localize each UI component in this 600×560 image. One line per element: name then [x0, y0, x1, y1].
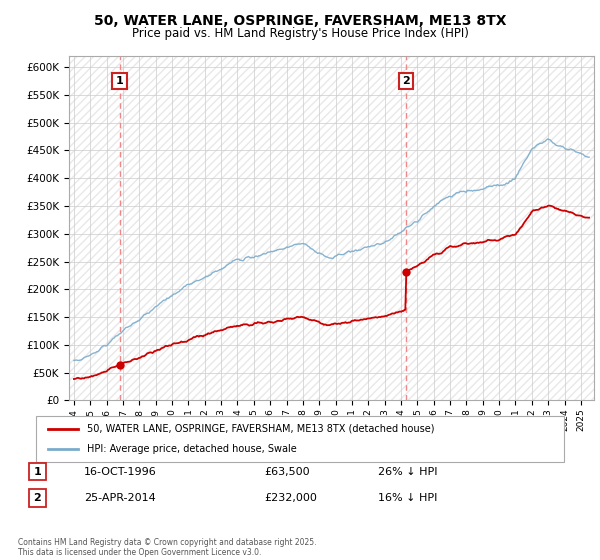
Text: £63,500: £63,500 — [264, 466, 310, 477]
Text: 26% ↓ HPI: 26% ↓ HPI — [378, 466, 437, 477]
Text: 2: 2 — [34, 493, 41, 503]
Text: £232,000: £232,000 — [264, 493, 317, 503]
Text: 2: 2 — [402, 76, 410, 86]
Text: 50, WATER LANE, OSPRINGE, FAVERSHAM, ME13 8TX: 50, WATER LANE, OSPRINGE, FAVERSHAM, ME1… — [94, 14, 506, 28]
Text: 1: 1 — [34, 466, 41, 477]
Text: 16-OCT-1996: 16-OCT-1996 — [84, 466, 157, 477]
Text: 1: 1 — [116, 76, 124, 86]
Text: Contains HM Land Registry data © Crown copyright and database right 2025.
This d: Contains HM Land Registry data © Crown c… — [18, 538, 317, 557]
Text: 16% ↓ HPI: 16% ↓ HPI — [378, 493, 437, 503]
Text: 50, WATER LANE, OSPRINGE, FAVERSHAM, ME13 8TX (detached house): 50, WATER LANE, OSPRINGE, FAVERSHAM, ME1… — [87, 424, 434, 434]
Text: HPI: Average price, detached house, Swale: HPI: Average price, detached house, Swal… — [87, 444, 297, 454]
Text: Price paid vs. HM Land Registry's House Price Index (HPI): Price paid vs. HM Land Registry's House … — [131, 27, 469, 40]
Text: 25-APR-2014: 25-APR-2014 — [84, 493, 156, 503]
